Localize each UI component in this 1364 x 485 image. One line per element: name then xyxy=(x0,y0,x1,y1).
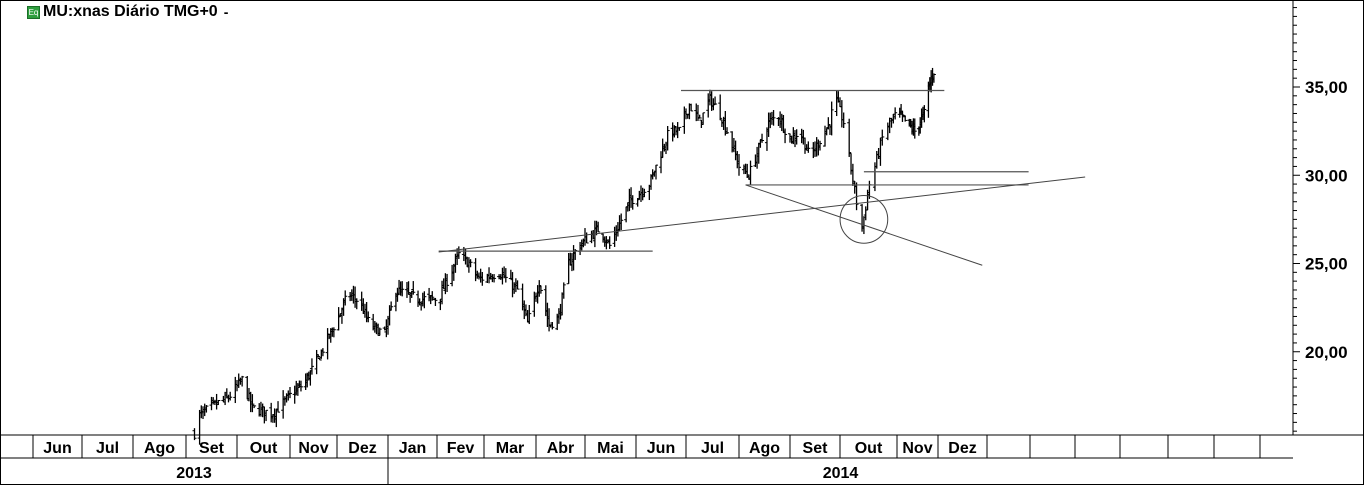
month-label: Out xyxy=(855,440,883,457)
month-label: Dez xyxy=(948,440,976,457)
trendline-drawing xyxy=(438,176,1086,253)
year-label: 2013 xyxy=(176,465,212,482)
month-label: Fev xyxy=(447,440,475,457)
dropdown-icon[interactable]: - xyxy=(223,4,229,20)
month-label: Jul xyxy=(701,440,724,457)
equity-icon: Eq xyxy=(27,5,40,19)
symbol-title: MU:xnas Diário TMG+0 xyxy=(43,3,218,20)
trendline-drawing xyxy=(745,184,983,266)
year-label: 2014 xyxy=(823,465,859,482)
month-label: Nov xyxy=(298,440,328,457)
month-label: Jul xyxy=(96,440,119,457)
month-label: Set xyxy=(199,440,225,457)
month-label: Mar xyxy=(496,440,524,457)
month-label: Ago xyxy=(144,440,175,457)
month-label: Jun xyxy=(647,440,675,457)
month-label: Dez xyxy=(348,440,376,457)
y-tick-label: 35,00 xyxy=(1305,78,1348,97)
circle-drawing xyxy=(839,195,889,244)
month-label: Mai xyxy=(597,440,624,457)
y-tick-label: 25,00 xyxy=(1305,255,1348,274)
month-label: Out xyxy=(250,440,278,457)
y-tick-label: 30,00 xyxy=(1305,166,1348,185)
month-label: Jan xyxy=(399,440,427,457)
month-label: Ago xyxy=(749,440,780,457)
month-label: Abr xyxy=(547,440,575,457)
month-label: Nov xyxy=(902,440,932,457)
month-label: Set xyxy=(803,440,829,457)
month-label: Jun xyxy=(43,440,71,457)
y-tick-label: 20,00 xyxy=(1305,343,1348,362)
chart-title[interactable]: Eq MU:xnas Diário TMG+0 - xyxy=(27,3,228,21)
